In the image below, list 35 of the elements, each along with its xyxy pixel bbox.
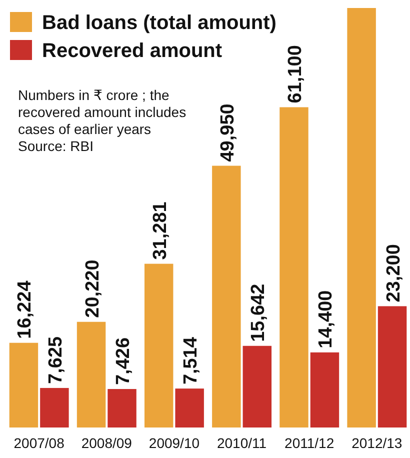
- bar: [9, 342, 38, 428]
- data-label: 15,642: [248, 284, 270, 342]
- x-tick-label: 2012/13: [352, 435, 402, 451]
- data-label: 7,426: [113, 337, 134, 386]
- x-tick-label: 2010/11: [216, 435, 267, 451]
- bar: [144, 264, 174, 428]
- annotation: cases of earlier years: [18, 121, 152, 137]
- bar: [347, 8, 376, 428]
- bar: [280, 107, 308, 428]
- x-tick-label: 2011/12: [284, 435, 334, 451]
- bar: [310, 352, 340, 428]
- x-tick-label: 2007/08: [14, 435, 65, 451]
- data-label: 16,224: [14, 280, 36, 339]
- x-tick-label: 2009/10: [148, 435, 200, 451]
- data-label: 23,200: [383, 244, 404, 302]
- legend-label: Recovered amount: [42, 40, 222, 62]
- data-label: 61,100: [284, 45, 306, 104]
- x-tick-label: 2008/09: [81, 435, 132, 451]
- annotation: recovered amount includes: [18, 104, 186, 120]
- data-label: 7,514: [180, 336, 202, 385]
- bar: [175, 388, 204, 428]
- data-label: 20,220: [82, 260, 104, 318]
- annotation: Source: RBI: [18, 138, 94, 154]
- data-label: 31,281: [150, 201, 171, 260]
- bar: [242, 346, 272, 428]
- annotation: Numbers in ₹ crore ; the: [18, 87, 170, 103]
- data-label: 14,400: [316, 290, 337, 348]
- bar: [108, 389, 136, 428]
- data-label: 49,950: [217, 104, 238, 162]
- bar: [76, 322, 106, 428]
- bar: [212, 166, 241, 428]
- bar: [40, 388, 69, 428]
- legend-label: Bad loans (total amount): [42, 12, 276, 34]
- bar: [378, 306, 407, 428]
- data-label: 7,625: [45, 336, 66, 384]
